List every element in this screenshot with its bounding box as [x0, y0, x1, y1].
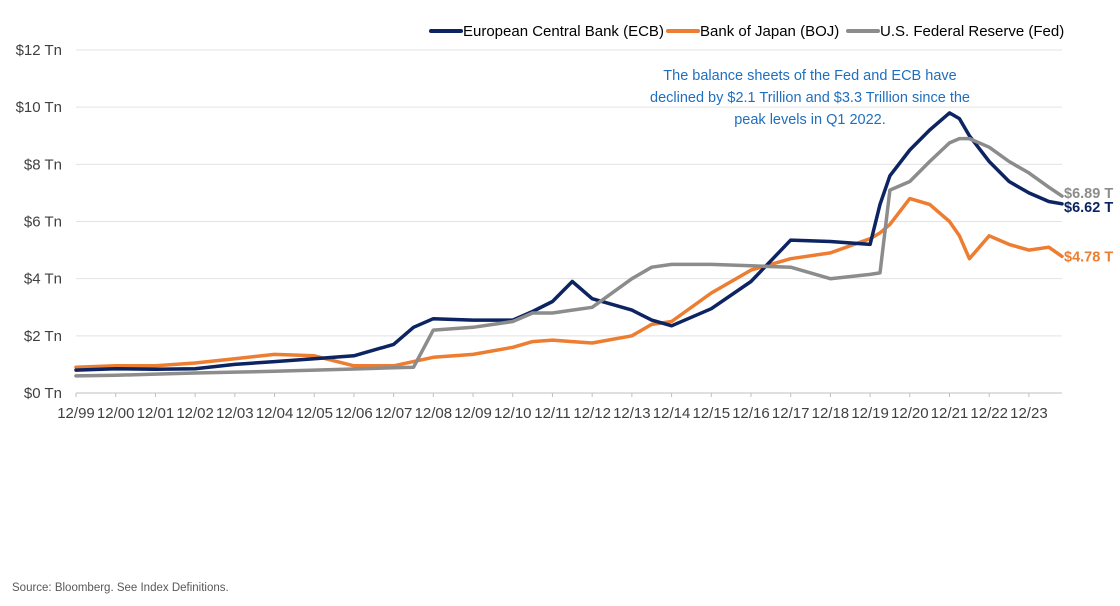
y-tick-label: $0 Tn	[24, 385, 62, 402]
annotation-line: declined by $2.1 Trillion and $3.3 Trill…	[650, 90, 970, 106]
x-tick-label: 12/04	[256, 405, 294, 422]
x-axis-ticks: 12/99 12/00 12/01 12/02 12/03 12/04 12/05 12/06…	[57, 393, 1048, 422]
y-tick-label: $2 Tn	[24, 328, 62, 345]
legend-item: European Central Bank (ECB)	[429, 23, 664, 40]
x-tick-label: 12/23	[1010, 405, 1048, 422]
x-tick-label: 12/22	[970, 405, 1008, 422]
y-tick-label: $8 Tn	[24, 156, 62, 173]
y-tick-label: $10 Tn	[16, 99, 62, 116]
x-tick-label: 12/13	[613, 405, 651, 422]
end-label: $4.78 T	[1064, 249, 1113, 265]
y-tick-label: $6 Tn	[24, 214, 62, 231]
x-tick-label: 12/99	[57, 405, 95, 422]
annotation: The balance sheets of the Fed and ECB ha…	[650, 68, 970, 128]
x-tick-label: 12/18	[812, 405, 850, 422]
x-tick-label: 12/19	[851, 405, 889, 422]
x-tick-label: 12/03	[216, 405, 254, 422]
x-tick-label: 12/05	[295, 405, 333, 422]
x-tick-label: 12/11	[534, 405, 570, 422]
x-tick-label: 12/20	[891, 405, 929, 422]
y-tick-label: $4 Tn	[24, 271, 62, 288]
end-label: $6.62 T	[1064, 200, 1113, 216]
legend-label: U.S. Federal Reserve (Fed)	[880, 23, 1064, 40]
end-labels: $6.62 T $4.78 T $6.89 T	[1064, 186, 1113, 265]
x-tick-label: 12/16	[732, 405, 770, 422]
x-tick-label: 12/02	[176, 405, 214, 422]
x-tick-label: 12/10	[494, 405, 532, 422]
x-tick-label: 12/21	[931, 405, 969, 422]
x-tick-label: 12/00	[97, 405, 135, 422]
x-tick-label: 12/08	[415, 405, 453, 422]
annotation-line: peak levels in Q1 2022.	[734, 112, 886, 128]
x-tick-label: 12/09	[454, 405, 492, 422]
legend-label: Bank of Japan (BOJ)	[700, 23, 839, 40]
x-tick-label: 12/01	[137, 405, 175, 422]
series-line	[74, 111, 1064, 372]
x-tick-label: 12/14	[653, 405, 691, 422]
x-tick-label: 12/15	[693, 405, 731, 422]
y-axis-ticks: $0 Tn $2 Tn $4 Tn $6 Tn $8 Tn $10 Tn $12 Tn	[16, 42, 62, 402]
legend: European Central Bank (ECB) Bank of Japan…	[429, 23, 1064, 40]
x-tick-label: 12/07	[375, 405, 413, 422]
series-lines	[74, 111, 1064, 378]
x-tick-label: 12/06	[335, 405, 373, 422]
gridlines	[76, 49, 1062, 394]
legend-item: Bank of Japan (BOJ)	[666, 23, 839, 40]
x-tick-label: 12/17	[772, 405, 810, 422]
y-tick-label: $12 Tn	[16, 42, 62, 59]
annotation-line: The balance sheets of the Fed and ECB ha…	[663, 68, 956, 84]
legend-label: European Central Bank (ECB)	[463, 23, 664, 40]
end-label: $6.89 T	[1064, 186, 1113, 202]
series-line	[74, 196, 1064, 370]
source-note: Source: Bloomberg. See Index Definitions…	[12, 582, 229, 594]
x-tick-label: 12/12	[573, 405, 611, 422]
legend-item: U.S. Federal Reserve (Fed)	[846, 23, 1064, 40]
series-line	[74, 136, 1064, 378]
